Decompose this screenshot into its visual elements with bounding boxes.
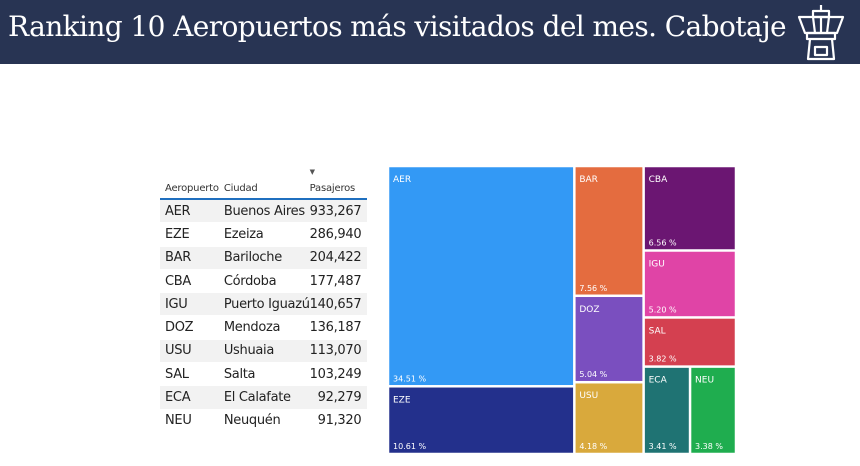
cell-passengers: 286,940 bbox=[309, 222, 368, 247]
treemap-label: AER bbox=[393, 175, 411, 185]
treemap-tile-usu[interactable]: USU 4.18 % bbox=[574, 381, 644, 454]
treemap-percent-label: 3.38 % bbox=[695, 442, 723, 451]
column-header-city[interactable]: Ciudad bbox=[218, 168, 310, 200]
treemap-label: ECA bbox=[649, 376, 668, 386]
cell-airport-code: SAL bbox=[160, 362, 219, 387]
treemap-rect[interactable] bbox=[388, 386, 575, 454]
treemap-tile-eca[interactable]: ECA 3.41 % bbox=[643, 366, 691, 454]
cell-airport-code: DOZ bbox=[160, 315, 219, 340]
treemap-percent-label: 10.61 % bbox=[393, 442, 426, 451]
cell-passengers: 177,487 bbox=[309, 269, 368, 294]
column-header-airport[interactable]: Aeropuerto bbox=[160, 168, 219, 200]
treemap-tile-neu[interactable]: NEU 3.38 % bbox=[689, 366, 736, 454]
treemap-percent-label: 3.82 % bbox=[649, 355, 677, 364]
cell-passengers: 103,249 bbox=[309, 362, 368, 387]
cell-city: El Calafate bbox=[218, 385, 310, 410]
treemap-rect[interactable] bbox=[643, 317, 736, 367]
treemap-rect[interactable] bbox=[643, 166, 736, 251]
treemap-percent-label: 5.04 % bbox=[579, 370, 607, 379]
treemap-tile-bar[interactable]: BAR 7.56 % bbox=[574, 166, 644, 297]
table-row[interactable]: CBA Córdoba 177,487 bbox=[160, 269, 368, 294]
cell-passengers: 204,422 bbox=[309, 246, 368, 270]
treemap-tile-doz[interactable]: DOZ 5.04 % bbox=[574, 295, 644, 383]
cell-airport-code: CBA bbox=[160, 269, 219, 294]
treemap-label: USU bbox=[579, 391, 598, 401]
cell-airport-code: ECA bbox=[160, 385, 219, 410]
cell-airport-code: EZE bbox=[160, 222, 219, 247]
treemap-label: CBA bbox=[649, 175, 668, 185]
treemap-tile-cba[interactable]: CBA 6.56 % bbox=[643, 166, 736, 251]
table-row[interactable]: ECA El Calafate 92,279 bbox=[160, 385, 368, 410]
cell-airport-code: IGU bbox=[160, 292, 219, 317]
treemap-rect[interactable] bbox=[574, 295, 644, 383]
cell-passengers: 91,320 bbox=[309, 409, 368, 433]
column-header-passengers: Pasajeros bbox=[309, 183, 356, 194]
treemap-rect[interactable] bbox=[643, 250, 736, 318]
treemap-label: DOZ bbox=[579, 305, 599, 315]
table-row[interactable]: AER Buenos Aires 933,267 bbox=[160, 199, 368, 224]
treemap-chart: AER 34.51 % EZE 10.61 % BAR 7.56 % CBA 6.56 % IG… bbox=[388, 166, 736, 454]
cell-passengers: 140,657 bbox=[309, 292, 368, 317]
cell-city: Ushuaia bbox=[218, 339, 310, 364]
cell-city: Puerto Iguazú bbox=[218, 292, 310, 317]
treemap-rect[interactable] bbox=[574, 381, 644, 454]
treemap-label: NEU bbox=[695, 376, 714, 386]
cell-airport-code: BAR bbox=[160, 246, 219, 270]
cell-city: Salta bbox=[218, 362, 310, 387]
cell-city: Córdoba bbox=[218, 269, 310, 294]
cell-airport-code: AER bbox=[160, 199, 219, 224]
treemap-label: SAL bbox=[649, 326, 666, 336]
table-row[interactable]: DOZ Mendoza 136,187 bbox=[160, 315, 368, 340]
treemap-rect[interactable] bbox=[689, 366, 736, 454]
table-row[interactable]: EZE Ezeiza 286,940 bbox=[160, 222, 368, 247]
table-header-row: Aeropuerto Ciudad ▼ Pasajeros bbox=[160, 168, 368, 200]
column-header-passengers-cell[interactable]: ▼ Pasajeros bbox=[309, 168, 368, 200]
cell-passengers: 113,070 bbox=[309, 339, 368, 364]
cell-airport-code: USU bbox=[160, 339, 219, 364]
treemap-tile-igu[interactable]: IGU 5.20 % bbox=[643, 250, 736, 318]
treemap-label: EZE bbox=[393, 395, 411, 405]
cell-passengers: 136,187 bbox=[309, 315, 368, 340]
cell-city: Mendoza bbox=[218, 315, 310, 340]
page-title: Ranking 10 Aeropuertos más visitados del… bbox=[8, 10, 787, 43]
treemap-rect[interactable] bbox=[643, 366, 691, 454]
table-row[interactable]: NEU Neuquén 91,320 bbox=[160, 409, 368, 433]
treemap-percent-label: 34.51 % bbox=[393, 374, 426, 383]
treemap-rect[interactable] bbox=[388, 166, 575, 387]
treemap-tile-eze[interactable]: EZE 10.61 % bbox=[388, 386, 575, 454]
treemap-tile-aer[interactable]: AER 34.51 % bbox=[388, 166, 575, 387]
table-row[interactable]: USU Ushuaia 113,070 bbox=[160, 339, 368, 364]
treemap-rect[interactable] bbox=[574, 166, 644, 297]
treemap-percent-label: 5.20 % bbox=[649, 305, 677, 314]
treemap-percent-label: 6.56 % bbox=[649, 238, 677, 247]
treemap-percent-label: 4.18 % bbox=[579, 442, 607, 451]
treemap-label: BAR bbox=[579, 175, 598, 185]
table-row[interactable]: IGU Puerto Iguazú 140,657 bbox=[160, 292, 368, 317]
treemap-label: IGU bbox=[649, 259, 665, 269]
cell-passengers: 92,279 bbox=[309, 385, 368, 410]
control-tower-icon bbox=[797, 5, 845, 61]
table-row[interactable]: SAL Salta 103,249 bbox=[160, 362, 368, 387]
table-row[interactable]: BAR Bariloche 204,422 bbox=[160, 246, 368, 270]
treemap-percent-label: 3.41 % bbox=[649, 442, 677, 451]
cell-city: Buenos Aires bbox=[218, 199, 310, 224]
cell-airport-code: NEU bbox=[160, 409, 219, 433]
sort-descending-icon: ▼ bbox=[309, 168, 315, 176]
cell-city: Bariloche bbox=[218, 246, 310, 270]
treemap-percent-label: 7.56 % bbox=[579, 284, 607, 293]
cell-city: Neuquén bbox=[218, 409, 310, 433]
ranking-table: Aeropuerto Ciudad ▼ Pasajeros AER Buenos … bbox=[160, 168, 368, 433]
treemap-tile-sal[interactable]: SAL 3.82 % bbox=[643, 317, 736, 367]
title-bar: Ranking 10 Aeropuertos más visitados del… bbox=[0, 0, 860, 64]
cell-city: Ezeiza bbox=[218, 222, 310, 247]
cell-passengers: 933,267 bbox=[309, 199, 368, 224]
